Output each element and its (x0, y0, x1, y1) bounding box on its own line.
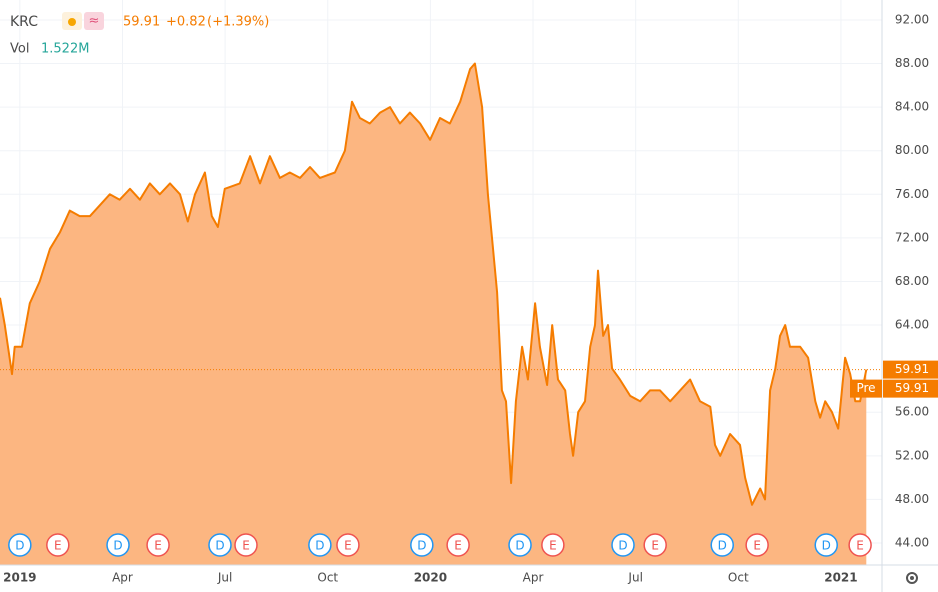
event-label: E (154, 539, 162, 553)
x-tick-label: Oct (728, 571, 749, 585)
event-marker (410, 533, 434, 557)
event-label: E (856, 539, 864, 553)
x-tick-label: 2019 (3, 571, 36, 585)
event-marker (508, 533, 532, 557)
x-tick-label: Jul (217, 571, 232, 585)
event-marker (814, 533, 838, 557)
y-tick-label: 64.00 (895, 318, 929, 332)
x-tick-label: Apr (523, 571, 544, 585)
delay-icon: ≈ (89, 14, 100, 29)
pre-tag-label: Pre (856, 381, 875, 395)
last-price-box (883, 360, 938, 379)
y-tick-label: 76.00 (895, 187, 929, 201)
event-marker (308, 533, 332, 557)
event-label: D (822, 539, 831, 553)
y-tick-label: 92.00 (895, 12, 929, 26)
event-marker (146, 533, 170, 557)
event-marker (46, 533, 70, 557)
y-tick-label: 72.00 (895, 230, 929, 244)
event-marker (848, 533, 872, 557)
y-tick-label: 48.00 (895, 492, 929, 506)
pre-price-label: 59.91 (895, 381, 929, 395)
x-tick-label: Apr (112, 571, 133, 585)
y-tick-label: 80.00 (895, 143, 929, 157)
event-label: D (15, 539, 24, 553)
event-label: D (417, 539, 426, 553)
event-marker (234, 533, 258, 557)
event-label: D (315, 539, 324, 553)
event-label: D (113, 539, 122, 553)
event-label: D (618, 539, 627, 553)
session-icon (68, 18, 76, 26)
pre-price-box (883, 379, 938, 398)
event-marker (106, 533, 130, 557)
event-label: D (515, 539, 524, 553)
event-label: E (54, 539, 62, 553)
volume: 1.522M (41, 42, 89, 57)
event-marker (208, 533, 232, 557)
price-line (0, 62, 868, 506)
event-label: D (215, 539, 224, 553)
event-marker (336, 533, 360, 557)
event-marker (611, 533, 635, 557)
settings-icon[interactable] (906, 572, 918, 584)
change: +0.82 (166, 15, 206, 30)
x-tick-label: Jul (627, 571, 642, 585)
pre-tag (850, 379, 882, 398)
event-label: E (242, 539, 250, 553)
event-marker (643, 533, 667, 557)
y-tick-label: 84.00 (895, 100, 929, 114)
event-label: E (753, 539, 761, 553)
price: 59.91 (123, 15, 160, 30)
last-price-label: 59.91 (895, 362, 929, 376)
event-label: D (718, 539, 727, 553)
event-label: E (651, 539, 659, 553)
x-tick-label: Oct (317, 571, 338, 585)
x-tick-label: 2021 (824, 571, 857, 585)
event-marker (541, 533, 565, 557)
y-tick-label: 44.00 (895, 535, 929, 549)
vol-label: Vol (10, 42, 29, 57)
y-tick-label: 56.00 (895, 405, 929, 419)
event-marker (8, 533, 32, 557)
symbol: KRC (10, 14, 38, 30)
event-marker (710, 533, 734, 557)
event-marker (446, 533, 470, 557)
y-tick-label: 68.00 (895, 274, 929, 288)
change-pct: (+1.39%) (207, 15, 269, 30)
y-tick-label: 88.00 (895, 56, 929, 70)
event-label: E (454, 539, 462, 553)
x-tick-label: 2020 (414, 571, 447, 585)
delay-icon (84, 12, 104, 30)
area (0, 63, 867, 565)
event-label: E (344, 539, 352, 553)
event-marker (745, 533, 769, 557)
event-label: E (549, 539, 557, 553)
y-tick-label: 52.00 (895, 448, 929, 462)
